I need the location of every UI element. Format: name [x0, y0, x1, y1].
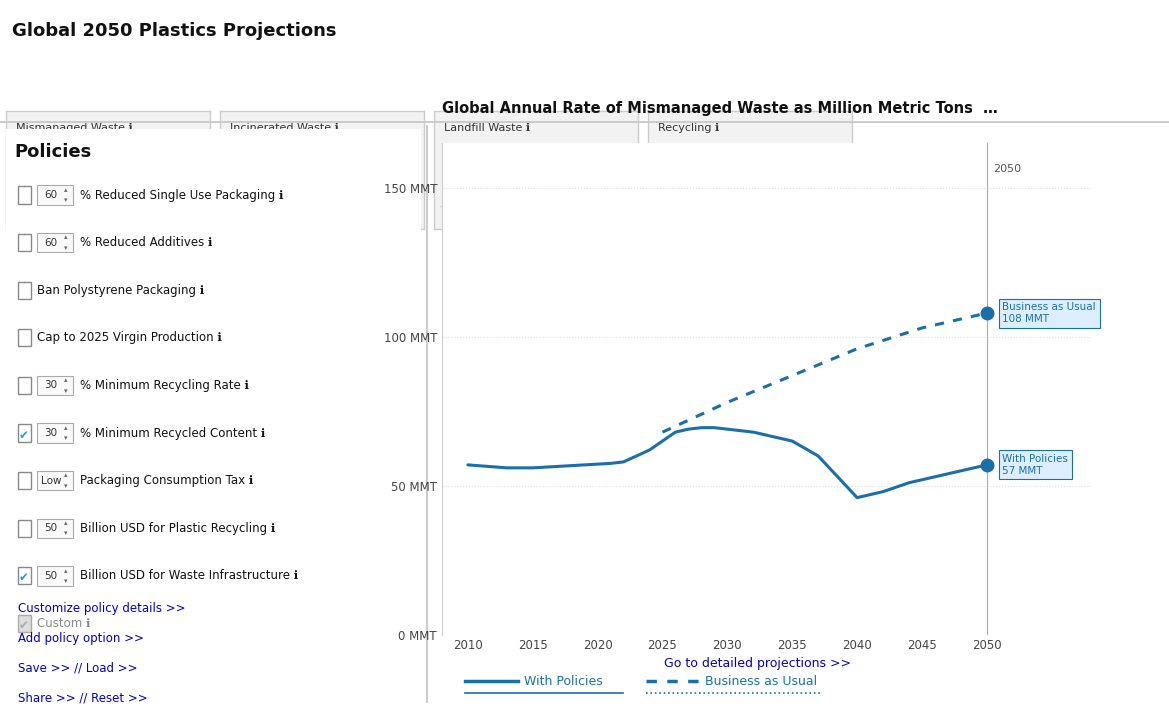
Text: % Reduced Single Use Packaging ℹ: % Reduced Single Use Packaging ℹ: [79, 189, 283, 201]
Text: Incinerated Waste ℹ: Incinerated Waste ℹ: [230, 123, 339, 133]
Circle shape: [101, 214, 116, 222]
Text: Mismanaged Waste ℹ: Mismanaged Waste ℹ: [16, 123, 133, 133]
FancyBboxPatch shape: [19, 282, 30, 299]
Text: 2050: 2050: [994, 164, 1022, 174]
Text: Million Metric Tons: Million Metric Tons: [230, 188, 326, 198]
Text: 160.6: 160.6: [444, 149, 516, 173]
Text: ▾: ▾: [64, 578, 68, 584]
Text: Global 2050 Plastics Projections: Global 2050 Plastics Projections: [12, 22, 337, 39]
Text: Business as Usual
108 MMT: Business as Usual 108 MMT: [1003, 303, 1097, 324]
Text: Save >> // Load >>: Save >> // Load >>: [19, 662, 138, 675]
Text: % Minimum Recycling Rate ℹ: % Minimum Recycling Rate ℹ: [79, 379, 249, 392]
Text: ✔: ✔: [19, 429, 29, 442]
FancyBboxPatch shape: [19, 329, 30, 346]
Circle shape: [307, 209, 337, 226]
Text: ✔: ✔: [19, 619, 29, 632]
Text: Policies: Policies: [14, 143, 91, 161]
FancyBboxPatch shape: [19, 377, 30, 394]
Circle shape: [94, 209, 123, 226]
Text: ▴: ▴: [64, 520, 68, 526]
Text: Landfill Waste ℹ: Landfill Waste ℹ: [444, 123, 530, 133]
Text: 253.8: 253.8: [658, 149, 729, 173]
FancyBboxPatch shape: [37, 566, 74, 586]
FancyBboxPatch shape: [19, 234, 30, 251]
Text: Cap to 2025 Virgin Production ℹ: Cap to 2025 Virgin Production ℹ: [37, 331, 222, 344]
FancyBboxPatch shape: [19, 186, 30, 204]
Text: Low: Low: [41, 475, 61, 485]
Text: ▾: ▾: [64, 197, 68, 203]
Text: ▴: ▴: [64, 425, 68, 431]
Text: 57.1: 57.1: [16, 149, 71, 173]
Text: ▴: ▴: [64, 568, 68, 574]
Text: Million Metric Tons: Million Metric Tons: [658, 188, 754, 198]
Text: 50: 50: [44, 523, 57, 533]
Text: Ban Polystyrene Packaging ℹ: Ban Polystyrene Packaging ℹ: [37, 284, 205, 297]
Text: Recycling ℹ: Recycling ℹ: [658, 123, 719, 133]
Text: 30: 30: [44, 428, 57, 438]
FancyBboxPatch shape: [19, 424, 30, 442]
Text: ▴: ▴: [64, 377, 68, 384]
Text: 60: 60: [44, 237, 57, 247]
Text: Global Annual Rate of Mismanaged Waste as Million Metric Tons  …: Global Annual Rate of Mismanaged Waste a…: [442, 101, 997, 116]
Text: Billion USD for Plastic Recycling ℹ: Billion USD for Plastic Recycling ℹ: [79, 522, 275, 535]
FancyBboxPatch shape: [19, 567, 30, 584]
Text: ▾: ▾: [64, 435, 68, 441]
Text: % Reduced Additives ℹ: % Reduced Additives ℹ: [79, 236, 213, 249]
Text: Million Metric Tons: Million Metric Tons: [444, 188, 540, 198]
Text: 30: 30: [44, 381, 57, 391]
Text: ▾: ▾: [64, 531, 68, 536]
Text: ▴: ▴: [64, 234, 68, 240]
Text: ✔: ✔: [19, 571, 29, 584]
Text: Million Metric Tons: Million Metric Tons: [16, 188, 112, 198]
Text: 60: 60: [44, 190, 57, 200]
Text: ▾: ▾: [64, 388, 68, 394]
Circle shape: [521, 209, 551, 226]
Text: Billion USD for Waste Infrastructure ℹ: Billion USD for Waste Infrastructure ℹ: [79, 569, 298, 582]
Text: % Minimum Recycled Content ℹ: % Minimum Recycled Content ℹ: [79, 427, 265, 440]
FancyBboxPatch shape: [19, 472, 30, 489]
Text: Share >> // Reset >>: Share >> // Reset >>: [19, 692, 148, 705]
FancyBboxPatch shape: [37, 423, 74, 443]
FancyBboxPatch shape: [37, 233, 74, 252]
Text: 137.8: 137.8: [230, 149, 302, 173]
Text: Customize policy details >>: Customize policy details >>: [19, 602, 186, 615]
FancyBboxPatch shape: [19, 520, 30, 537]
Text: Add policy option >>: Add policy option >>: [19, 632, 144, 645]
Text: Business as Usual: Business as Usual: [705, 675, 817, 688]
Text: ▴: ▴: [64, 473, 68, 478]
FancyBboxPatch shape: [37, 518, 74, 538]
FancyBboxPatch shape: [37, 185, 74, 205]
Text: Packaging Consumption Tax ℹ: Packaging Consumption Tax ℹ: [79, 474, 254, 487]
Text: Custom ℹ: Custom ℹ: [37, 617, 90, 630]
FancyBboxPatch shape: [37, 471, 74, 490]
Text: Go to detailed projections >>: Go to detailed projections >>: [664, 657, 851, 670]
FancyBboxPatch shape: [37, 376, 74, 395]
Text: 50: 50: [44, 571, 57, 581]
Circle shape: [735, 209, 765, 226]
FancyBboxPatch shape: [19, 615, 30, 632]
Text: ▾: ▾: [64, 483, 68, 489]
Text: With Policies: With Policies: [524, 675, 602, 688]
Text: ▾: ▾: [64, 244, 68, 251]
Text: ▴: ▴: [64, 187, 68, 193]
Text: With Policies
57 MMT: With Policies 57 MMT: [1003, 454, 1068, 475]
